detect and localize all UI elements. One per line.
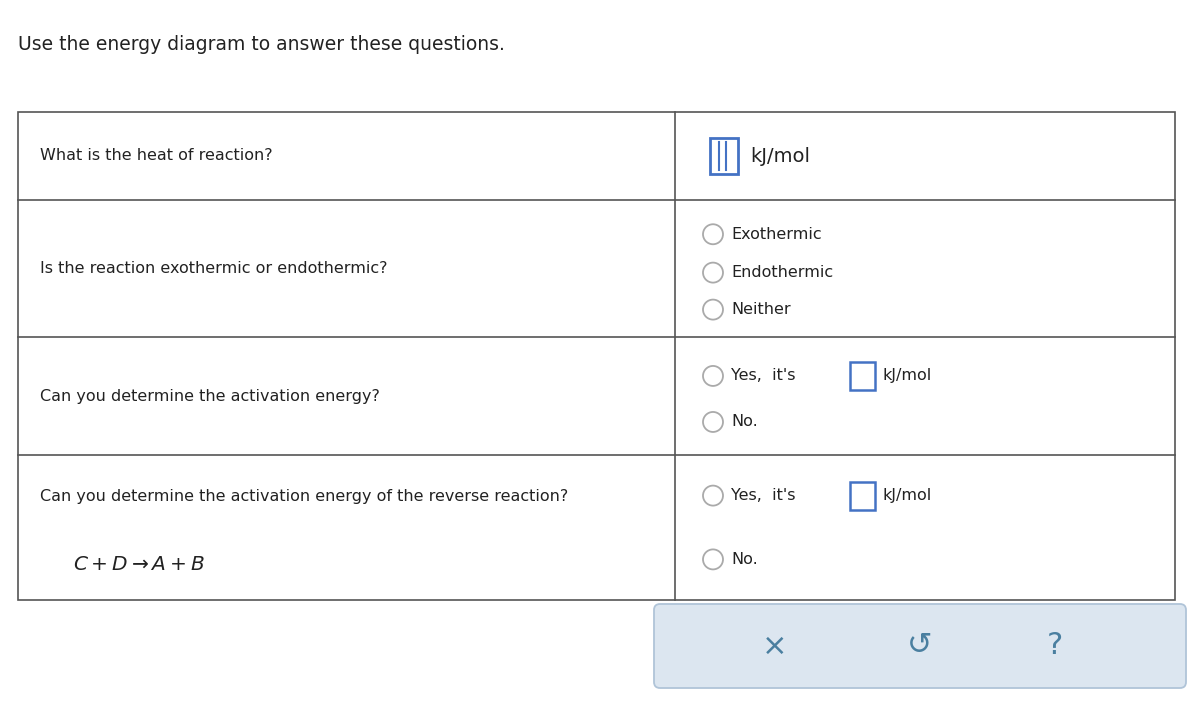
Ellipse shape xyxy=(703,225,722,244)
Text: Endothermic: Endothermic xyxy=(731,265,833,280)
Ellipse shape xyxy=(703,486,722,505)
Text: kJ/mol: kJ/mol xyxy=(750,146,810,165)
Text: No.: No. xyxy=(731,552,757,567)
Text: Can you determine the activation energy of the reverse reaction?: Can you determine the activation energy … xyxy=(40,489,569,505)
Text: Yes,  it's: Yes, it's xyxy=(731,488,796,503)
Text: Yes,  it's: Yes, it's xyxy=(731,368,796,384)
Text: Neither: Neither xyxy=(731,302,791,317)
Text: kJ/mol: kJ/mol xyxy=(883,368,932,384)
Text: Use the energy diagram to answer these questions.: Use the energy diagram to answer these q… xyxy=(18,35,505,54)
Text: ×: × xyxy=(762,631,787,660)
Text: No.: No. xyxy=(731,415,757,429)
Text: Exothermic: Exothermic xyxy=(731,227,822,241)
Bar xyxy=(18,112,1175,600)
Text: ↺: ↺ xyxy=(907,631,932,660)
Ellipse shape xyxy=(703,549,722,570)
Text: $C + D \rightarrow A + B$: $C + D \rightarrow A + B$ xyxy=(73,555,205,574)
Bar xyxy=(710,138,738,174)
Ellipse shape xyxy=(703,300,722,320)
Text: kJ/mol: kJ/mol xyxy=(883,488,932,503)
Text: Can you determine the activation energy?: Can you determine the activation energy? xyxy=(40,389,380,403)
Text: Is the reaction exothermic or endothermic?: Is the reaction exothermic or endothermi… xyxy=(40,261,388,276)
Text: ?: ? xyxy=(1048,631,1063,660)
Bar xyxy=(850,482,875,510)
Ellipse shape xyxy=(703,412,722,432)
Ellipse shape xyxy=(703,366,722,386)
Text: What is the heat of reaction?: What is the heat of reaction? xyxy=(40,149,272,163)
Ellipse shape xyxy=(703,263,722,282)
FancyBboxPatch shape xyxy=(654,604,1186,688)
Bar xyxy=(850,362,875,390)
